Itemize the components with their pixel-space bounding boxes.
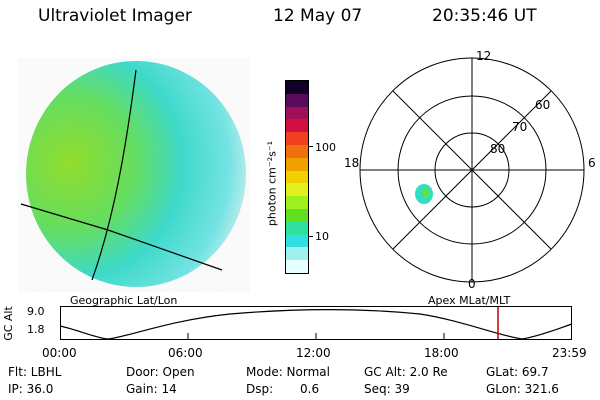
lat-label-80: 80 [490, 142, 505, 156]
colorbar [285, 80, 309, 274]
date-label: 12 May 07 [273, 6, 363, 26]
colorbar-swatch [286, 208, 308, 222]
colorbar-swatch [286, 157, 308, 171]
colorbar-swatch [286, 106, 308, 120]
apex-caption: Apex MLat/MLT [428, 294, 511, 307]
xtick-0000: 00:00 [42, 346, 77, 360]
colorbar-tick-100 [308, 146, 313, 147]
colorbar-swatch [286, 81, 308, 94]
time-label: 20:35:46 UT [432, 6, 537, 26]
mlt-label-0: 0 [468, 277, 476, 290]
lat-label-60: 60 [535, 98, 550, 112]
info-gain: Gain: 14 [126, 382, 177, 396]
colorbar-swatch [286, 183, 308, 197]
xtick-0600: 06:00 [168, 346, 203, 360]
info-ip: IP: 36.0 [8, 382, 54, 396]
lat-label-70: 70 [512, 120, 527, 134]
altitude-ylabel: GC Alt [1, 306, 15, 341]
info-glat: GLat: 69.7 [486, 365, 549, 379]
colorbar-swatch [286, 93, 308, 107]
mlt-label-6: 6 [588, 156, 596, 170]
latitude-line [20, 203, 223, 271]
colorbar-tick-label-100: 100 [315, 141, 336, 154]
polar-plot: 12 18 6 0 60 70 80 [344, 50, 596, 290]
info-gc-alt: GC Alt: 2.0 Re [364, 365, 448, 379]
colorbar-swatch [286, 119, 308, 133]
xtick-1200: 12:00 [296, 346, 331, 360]
meridian-line [91, 69, 137, 281]
colorbar-swatch [286, 196, 308, 209]
colorbar-swatch [286, 234, 308, 248]
info-door: Door: Open [126, 365, 195, 379]
info-glon: GLon: 321.6 [486, 382, 559, 396]
info-flt: Flt: LBHL [8, 365, 62, 379]
altitude-ytick-max: 9.0 [27, 305, 45, 318]
info-dsp-value: 0.6 [300, 382, 320, 396]
uv-image-geographic [20, 61, 246, 287]
info-mode: Mode: Normal [246, 365, 330, 379]
colorbar-swatch [286, 144, 308, 158]
xtick-1800: 18:00 [424, 346, 459, 360]
altitude-curve [60, 308, 573, 340]
colorbar-swatch [286, 247, 308, 261]
colorbar-swatch [286, 132, 308, 145]
colorbar-swatch [286, 170, 308, 184]
mlt-label-18: 18 [344, 156, 359, 170]
info-seq: Seq: 39 [364, 382, 410, 396]
altitude-ytick-min: 1.8 [27, 323, 45, 336]
colorbar-swatch [286, 260, 308, 273]
colorbar-tick-10 [308, 236, 313, 237]
mlt-label-12: 12 [476, 50, 491, 63]
altitude-plot [60, 306, 573, 340]
colorbar-unit-label: photon cm⁻²s⁻¹ [265, 140, 279, 227]
colorbar-swatch [286, 221, 308, 235]
instrument-title: Ultraviolet Imager [38, 6, 192, 26]
info-dsp-label: Dsp: [246, 382, 274, 396]
colorbar-tick-label-10: 10 [315, 230, 329, 243]
xtick-2359: 23:59 [552, 346, 587, 360]
geographic-caption: Geographic Lat/Lon [70, 294, 178, 307]
